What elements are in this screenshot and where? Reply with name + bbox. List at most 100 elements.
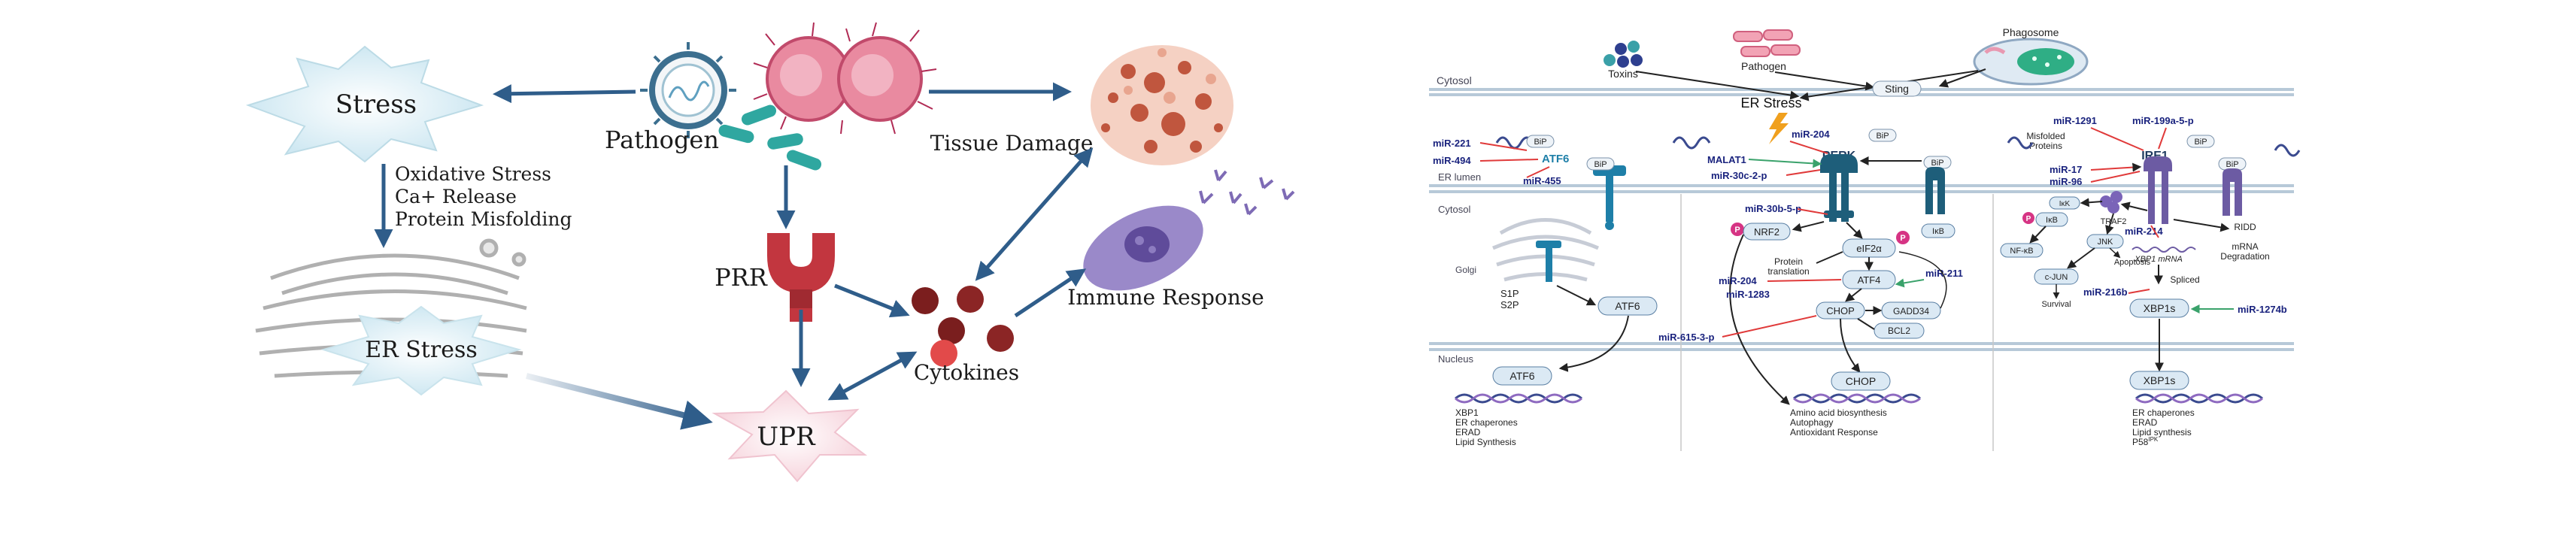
nucleus-label: Nucleus xyxy=(1438,353,1473,365)
perk-lines xyxy=(1748,141,1828,176)
ikb-label: IκB xyxy=(2046,216,2058,225)
mir-30c: miR-30c-2-p xyxy=(1711,170,1767,181)
atf6-to-nucleus-arrow xyxy=(1558,315,1629,372)
dna-xbp1-icon xyxy=(2135,393,2263,404)
gadd34-feedback xyxy=(1898,251,1947,309)
prr-receptor-icon xyxy=(767,233,835,322)
atf6-nuc-box xyxy=(1492,366,1552,386)
mir-204-b: miR-204 xyxy=(1719,275,1757,286)
sting-label: Sting xyxy=(1885,83,1909,95)
golgi-to-atf6-arrow xyxy=(1556,285,1597,306)
cytosol-top-label: Cytosol xyxy=(1437,74,1472,86)
ridd-label: RIDD xyxy=(2234,222,2256,232)
xbp1s-label: XBP1s xyxy=(2144,302,2176,314)
er-stress-right-label: ER Stress xyxy=(1740,95,1801,111)
jnk-to-apoptosis-arrow xyxy=(2109,247,2121,259)
mir-216b-inhibit xyxy=(2128,289,2150,294)
mir-30b: miR-30b-5-p xyxy=(1745,203,1801,214)
perk-receptor-icon xyxy=(1820,154,1858,222)
pathogen-right-icon xyxy=(1733,29,1801,57)
phospho-nrf2 xyxy=(1731,223,1744,236)
dna-atf6-icon-2 xyxy=(1455,393,1582,404)
atf6-receptor-icon xyxy=(1593,165,1626,230)
traf2-icon xyxy=(2100,191,2122,214)
cause-calcium: Ca+ Release xyxy=(395,186,517,207)
survival-label: Survival xyxy=(2041,300,2071,309)
er-membrane xyxy=(1429,184,2294,193)
lightning-icon xyxy=(1769,113,1789,144)
phospho-eif2a xyxy=(1896,231,1910,244)
mir-216b: miR-216b xyxy=(2083,286,2128,298)
bip-ire1-release-icon xyxy=(2218,157,2247,216)
xbp1s-nuc-box xyxy=(2129,371,2189,390)
xbp1s-box xyxy=(2129,298,2189,318)
mir-204-inhibit xyxy=(1767,279,1842,282)
left-arrows xyxy=(374,82,1094,401)
p58-superscript: IPK xyxy=(2148,436,2159,443)
eif2a-label: eIF2α xyxy=(1856,243,1882,254)
tissue-damage-icon xyxy=(1091,45,1233,165)
atf6-target-0: XBP1 xyxy=(1455,407,1479,418)
er-stress-label: ER Stress xyxy=(365,337,478,363)
mir-214-inhibit xyxy=(2150,225,2159,238)
nrf2-label: NRF2 xyxy=(1754,226,1780,238)
eif2a-inhibit-translation xyxy=(1816,251,1843,264)
phospho-nrf2-label: P xyxy=(1734,226,1740,235)
misfolded-line-0: Misfolded xyxy=(2026,131,2065,141)
mir-494: miR-494 xyxy=(1433,155,1471,166)
pathogen-label: Pathogen xyxy=(605,126,719,154)
s1p-label: S1P xyxy=(1500,288,1519,299)
mir-455: miR-455 xyxy=(1523,175,1561,186)
dna-atf6-icon xyxy=(1455,393,1582,404)
misfolded-protein-icon-2 xyxy=(1672,136,1711,150)
cjun-label: c-JUN xyxy=(2045,273,2068,282)
er-lumen-label: ER lumen xyxy=(1438,171,1481,183)
stress-label: Stress xyxy=(335,89,417,120)
atf6-target-3: Lipid Synthesis xyxy=(1455,437,1516,447)
atf4-label: ATF4 xyxy=(1858,274,1881,286)
ikb-top-label: IκB xyxy=(1932,227,1944,236)
xbp1-target-2: Lipid synthesis xyxy=(2132,427,2192,438)
phospho-eif2a-label: P xyxy=(1900,234,1905,243)
chop-inhibit-bcl2 xyxy=(1857,318,1875,330)
bip-top-left-box xyxy=(1526,135,1555,148)
bip-top-left-label: BiP xyxy=(1534,138,1546,147)
bip-release-label: BiP xyxy=(1931,159,1943,168)
mir-1283: miR-1283 xyxy=(1726,289,1770,300)
xbp1-mrna-icon xyxy=(2131,247,2196,253)
mir-17: miR-17 xyxy=(2050,164,2082,175)
atf6-target-1: ER chaperones xyxy=(1455,417,1518,428)
atf6-cyto-box xyxy=(1597,296,1658,316)
upr-star xyxy=(712,389,867,483)
stress-burst xyxy=(245,45,484,163)
mir-1291: miR-1291 xyxy=(2053,115,2097,126)
traf2-label: TRAF2 xyxy=(2101,217,2127,226)
p58-label: P58 xyxy=(2132,437,2149,447)
nucleus-membrane xyxy=(1429,342,2294,351)
ikb-top-box xyxy=(1921,223,1956,238)
chop-to-nucleus-arrow xyxy=(1840,318,1861,373)
phospho-ikb-label: P xyxy=(2026,215,2031,223)
mir-615: miR-615-3-p xyxy=(1658,332,1714,343)
nfkb-label: NF-κB xyxy=(2010,247,2033,256)
cytosol-mid-label: Cytosol xyxy=(1438,204,1470,215)
phospho-ikb xyxy=(2022,212,2034,224)
xbp1-target-1: ERAD xyxy=(2132,417,2158,428)
mrna-degradation-line-0: mRNA xyxy=(2232,241,2258,252)
mir-615-inhibit xyxy=(1722,315,1817,338)
bip-atf6-label: BiP xyxy=(1594,160,1607,169)
malat1-label: MALAT1 xyxy=(1707,154,1746,165)
upr-label: UPR xyxy=(757,422,816,452)
gadd34-label: GADD34 xyxy=(1893,306,1929,316)
bip-ire1-label: BiP xyxy=(2194,138,2207,147)
perk-to-eif2a-arrow xyxy=(1846,222,1863,239)
traf2-to-jnk-arrow xyxy=(2105,213,2114,235)
ire1-to-traf2-arrow xyxy=(2120,201,2148,211)
ire1-receptor-icon xyxy=(2144,156,2172,224)
jnk-to-cjun-arrow xyxy=(2067,247,2095,269)
immune-cell-icon xyxy=(1083,169,1295,291)
chop-target-2: Antioxidant Response xyxy=(1790,427,1878,438)
ikk-box xyxy=(2049,196,2080,210)
nrf2-box xyxy=(1743,223,1791,241)
golgi-receptor-icon xyxy=(1536,241,1561,282)
